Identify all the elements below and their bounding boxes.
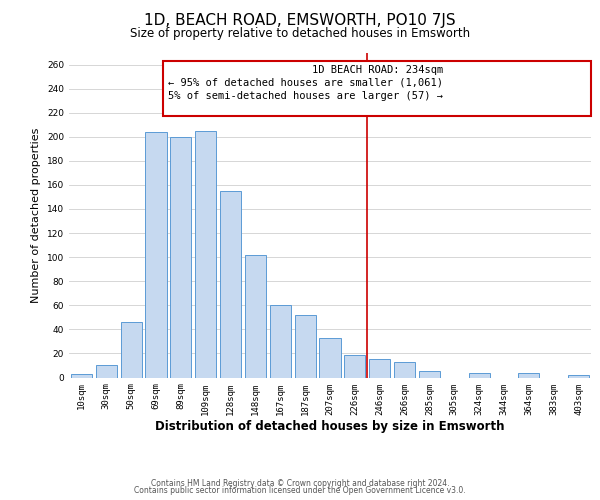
Text: ← 95% of detached houses are smaller (1,061): ← 95% of detached houses are smaller (1,… xyxy=(169,78,443,88)
Bar xyxy=(568,375,589,378)
Y-axis label: Number of detached properties: Number of detached properties xyxy=(31,128,41,302)
Bar xyxy=(394,362,415,378)
Text: Contains public sector information licensed under the Open Government Licence v3: Contains public sector information licen… xyxy=(134,486,466,495)
Bar xyxy=(245,254,266,378)
Bar xyxy=(170,137,191,378)
Bar xyxy=(344,354,365,378)
Bar xyxy=(121,322,142,378)
Bar xyxy=(96,366,117,378)
Bar xyxy=(220,191,241,378)
Text: 5% of semi-detached houses are larger (57) →: 5% of semi-detached houses are larger (5… xyxy=(169,91,443,101)
Text: 1D, BEACH ROAD, EMSWORTH, PO10 7JS: 1D, BEACH ROAD, EMSWORTH, PO10 7JS xyxy=(144,12,456,28)
Text: 1D BEACH ROAD: 234sqm: 1D BEACH ROAD: 234sqm xyxy=(311,64,443,74)
FancyBboxPatch shape xyxy=(163,61,591,116)
Bar xyxy=(145,132,167,378)
Bar xyxy=(469,372,490,378)
Bar xyxy=(71,374,92,378)
Bar xyxy=(195,130,216,378)
Bar xyxy=(270,306,291,378)
Text: Contains HM Land Registry data © Crown copyright and database right 2024.: Contains HM Land Registry data © Crown c… xyxy=(151,478,449,488)
Bar xyxy=(518,372,539,378)
Bar xyxy=(295,315,316,378)
Bar xyxy=(369,360,390,378)
X-axis label: Distribution of detached houses by size in Emsworth: Distribution of detached houses by size … xyxy=(155,420,505,433)
Bar xyxy=(319,338,341,378)
Text: Size of property relative to detached houses in Emsworth: Size of property relative to detached ho… xyxy=(130,28,470,40)
Bar xyxy=(419,372,440,378)
